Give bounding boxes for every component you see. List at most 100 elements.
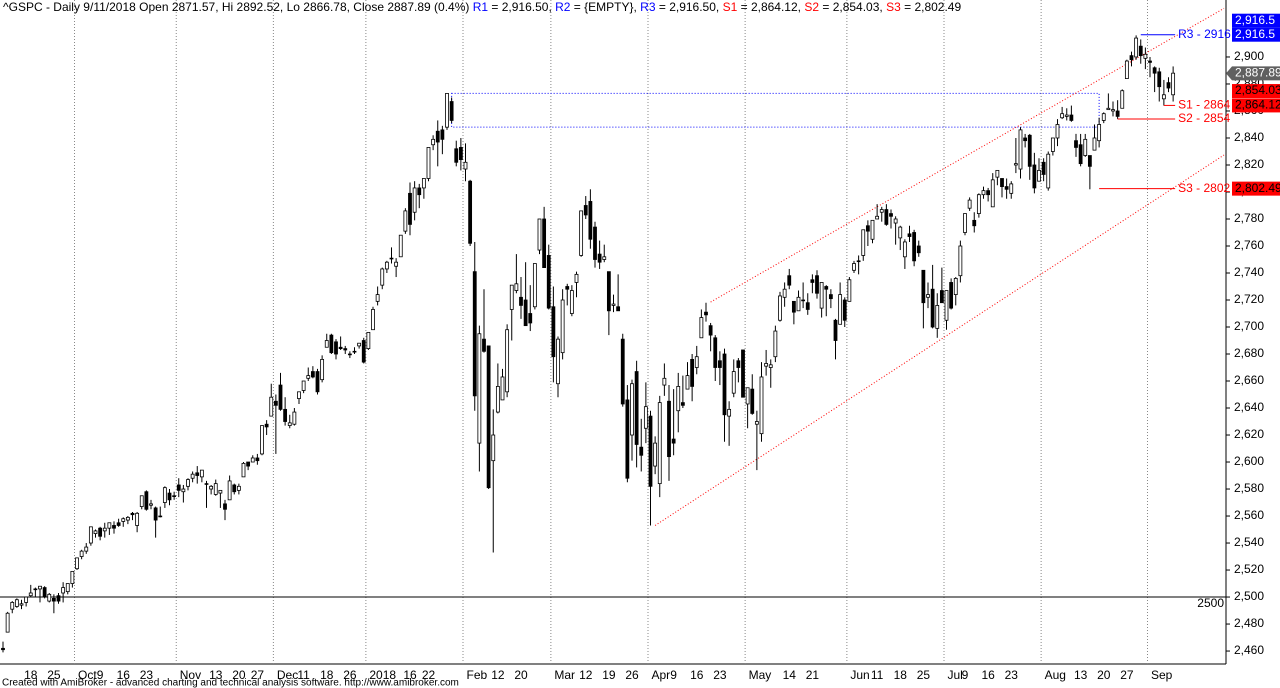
candle-body — [662, 377, 667, 386]
candle-body — [717, 360, 722, 368]
header-part: ^GSPC - Daily 9/11/2018 Open 2871.57, Hi… — [3, 0, 473, 14]
candle-body — [338, 346, 343, 350]
candle-body — [482, 338, 486, 352]
y-tick-label: 2,460 — [1234, 643, 1264, 657]
candle-body — [384, 261, 389, 270]
x-tick-label: 23 — [713, 668, 727, 682]
candle-body — [61, 587, 66, 594]
candle-body — [5, 612, 10, 633]
candle-body — [588, 201, 593, 240]
candle-body — [602, 256, 607, 260]
y-tick-label: 2,900 — [1234, 49, 1264, 63]
candle-body — [65, 583, 70, 593]
candle-body — [893, 218, 898, 224]
candle-body — [28, 592, 33, 597]
candle-body — [810, 279, 815, 283]
y-tick-label: 2,720 — [1234, 292, 1264, 306]
candle-body — [343, 348, 348, 351]
x-tick-label: 20 — [232, 668, 246, 682]
candle-body — [514, 283, 519, 291]
candle-body — [394, 261, 399, 267]
price-marker — [1232, 84, 1280, 99]
candle-body — [949, 282, 954, 309]
candle-body — [532, 263, 537, 308]
candle-body — [902, 241, 907, 258]
candle-body — [315, 371, 320, 393]
x-tick-label: May — [749, 668, 772, 682]
candle-body — [1120, 90, 1125, 109]
candle-body — [232, 484, 237, 493]
candle-body — [694, 356, 699, 368]
candle-body — [542, 218, 547, 268]
candle-body — [181, 488, 186, 493]
candle-body — [680, 402, 685, 406]
candle-body — [842, 299, 847, 321]
y-tick-label: 2,760 — [1234, 238, 1264, 252]
candle-body — [1060, 113, 1065, 119]
y-tick-label: 2,480 — [1234, 616, 1264, 630]
candle-body — [445, 93, 449, 128]
candle-body — [403, 210, 408, 232]
price-marker — [1232, 181, 1280, 196]
candle-body — [1138, 45, 1143, 57]
x-tick-label: 18 — [24, 668, 38, 682]
candle-body — [371, 309, 375, 331]
candle-body — [990, 179, 995, 208]
x-tick-label: 23 — [140, 668, 154, 682]
trend-line — [710, 7, 1225, 303]
candle-body — [593, 226, 597, 260]
candle-body — [500, 376, 505, 401]
candle-body — [38, 585, 42, 590]
candle-body — [713, 337, 718, 368]
candle-body — [149, 503, 153, 506]
candle-body — [1041, 161, 1046, 175]
candle-body — [366, 332, 371, 350]
trend-line — [654, 154, 1225, 526]
x-tick-label: Jul — [948, 668, 963, 682]
x-tick-label: 14 — [783, 668, 797, 682]
candle-body — [33, 588, 38, 591]
header-part: = 2,864.12, — [737, 0, 804, 14]
candle-body — [981, 190, 986, 196]
candle-body — [426, 147, 431, 179]
candle-body — [435, 130, 440, 143]
x-tick-label: 16 — [403, 668, 417, 682]
candle-body — [287, 422, 292, 426]
candle-body — [329, 334, 334, 354]
candle-body — [787, 275, 792, 286]
x-tick-label: 18 — [320, 668, 334, 682]
candle-body — [306, 375, 311, 379]
candle-body — [1087, 155, 1092, 167]
candle-body — [653, 442, 658, 467]
candle-body — [865, 225, 870, 232]
candle-body — [255, 457, 260, 462]
candle-body — [565, 286, 570, 290]
candle-body — [704, 311, 708, 316]
candle-body — [14, 599, 19, 607]
x-tick-label: Sep — [1151, 668, 1173, 682]
candle-body — [204, 483, 209, 485]
candle-body — [1027, 134, 1032, 167]
candle-body — [297, 391, 301, 399]
candle-body — [1046, 153, 1051, 189]
header-part: = 2,802.49 — [901, 0, 962, 14]
candle-body — [671, 438, 676, 444]
candle-body — [972, 219, 977, 227]
x-tick-label: 2018 — [369, 668, 396, 682]
y-tick-label: 2,840 — [1234, 130, 1264, 144]
candle-body — [75, 557, 79, 570]
candle-body — [754, 421, 759, 425]
candle-body — [468, 180, 473, 244]
candle-body — [569, 290, 574, 314]
candle-body — [505, 329, 510, 393]
candle-body — [597, 253, 602, 263]
candle-body — [856, 260, 861, 263]
candle-body — [135, 512, 140, 526]
candle-body — [926, 294, 930, 298]
x-tick-label: 21 — [806, 668, 820, 682]
y-tick-label: 2,680 — [1234, 346, 1264, 360]
x-tick-label: 11 — [871, 668, 884, 682]
candle-body — [912, 232, 917, 262]
candle-body — [630, 383, 634, 436]
x-tick-label: 20 — [1097, 668, 1111, 682]
